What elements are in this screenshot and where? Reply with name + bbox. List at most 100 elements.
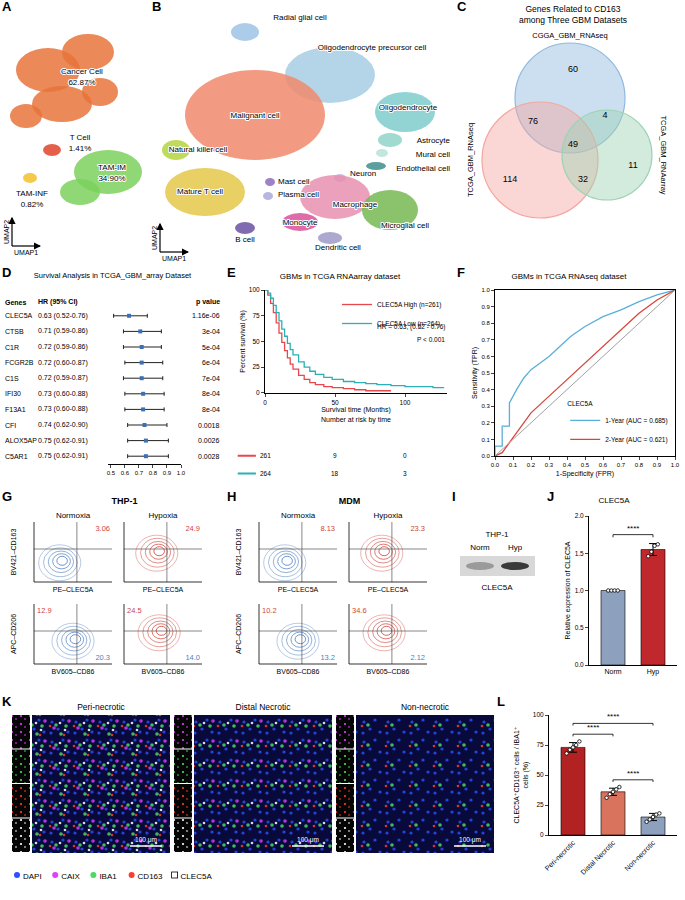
svg-text:among Three GBM Datasets: among Three GBM Datasets xyxy=(519,15,627,25)
svg-text:CLEC5A: CLEC5A xyxy=(5,312,33,319)
svg-text:0.7: 0.7 xyxy=(135,470,144,476)
svg-text:11: 11 xyxy=(628,160,637,170)
svg-text:CLEC5A Low (n=264): CLEC5A Low (n=264) xyxy=(377,320,440,328)
svg-text:UMAP1: UMAP1 xyxy=(14,249,38,256)
svg-text:IBA1: IBA1 xyxy=(99,872,117,881)
svg-text:IFI30: IFI30 xyxy=(5,390,21,397)
svg-text:2.12: 2.12 xyxy=(410,653,425,662)
svg-text:50: 50 xyxy=(252,338,260,345)
svg-text:APC–CD206: APC–CD206 xyxy=(10,614,17,654)
svg-text:BV605–CD86: BV605–CD86 xyxy=(142,668,185,675)
svg-text:1-Specificity (FPR): 1-Specificity (FPR) xyxy=(556,470,614,478)
svg-text:Oligodendrocyte: Oligodendrocyte xyxy=(379,103,438,112)
svg-text:Genes: Genes xyxy=(5,299,27,306)
svg-text:2-Year (AUC = 0.621): 2-Year (AUC = 0.621) xyxy=(605,436,667,444)
svg-text:ALOX5AP: ALOX5AP xyxy=(5,437,37,444)
svg-text:MDM: MDM xyxy=(339,496,361,506)
svg-text:24.5: 24.5 xyxy=(127,606,142,615)
svg-text:Dendritic cell: Dendritic cell xyxy=(315,243,361,252)
svg-text:14.0: 14.0 xyxy=(185,653,200,662)
svg-text:0.75 (0.62-0.91): 0.75 (0.62-0.91) xyxy=(38,437,88,445)
svg-text:0.8: 0.8 xyxy=(481,320,490,326)
svg-text:62.87%: 62.87% xyxy=(68,78,95,87)
svg-text:Survival time (Months): Survival time (Months) xyxy=(321,406,391,414)
svg-text:100: 100 xyxy=(533,711,544,718)
svg-text:0.9: 0.9 xyxy=(163,470,172,476)
svg-text:Astrocyte: Astrocyte xyxy=(417,136,451,145)
svg-text:Natural killer cell: Natural killer cell xyxy=(169,145,228,154)
svg-text:PE–CLEC5A: PE–CLEC5A xyxy=(278,586,319,593)
svg-text:0.75 (0.62-0.91): 0.75 (0.62-0.91) xyxy=(38,452,88,460)
svg-text:B cell: B cell xyxy=(235,235,255,244)
svg-text:****: **** xyxy=(607,712,619,721)
svg-text:C5AR1: C5AR1 xyxy=(5,453,28,460)
svg-text:0.6: 0.6 xyxy=(121,470,130,476)
svg-text:Malignant cell: Malignant cell xyxy=(231,111,280,120)
svg-text:34.6: 34.6 xyxy=(352,606,367,615)
svg-text:Mast cell: Mast cell xyxy=(278,177,310,186)
svg-text:20.3: 20.3 xyxy=(95,653,110,662)
svg-text:0.6: 0.6 xyxy=(481,354,490,360)
svg-text:Mature T cell: Mature T cell xyxy=(177,187,223,196)
svg-text:HR (95% CI): HR (95% CI) xyxy=(38,298,78,306)
svg-text:0.0018: 0.0018 xyxy=(198,422,220,429)
svg-text:0.8: 0.8 xyxy=(149,470,158,476)
svg-text:0.1: 0.1 xyxy=(509,462,518,468)
svg-text:Hypoxia: Hypoxia xyxy=(149,511,178,520)
svg-text:Peri-necrotic: Peri-necrotic xyxy=(543,839,576,872)
svg-text:TCGA_GBM_RNAarray: TCGA_GBM_RNAarray xyxy=(659,115,668,194)
svg-text:TCGA_GBM_RNAseq: TCGA_GBM_RNAseq xyxy=(466,123,475,197)
svg-text:0.4: 0.4 xyxy=(481,387,490,393)
svg-text:12.9: 12.9 xyxy=(37,606,52,615)
svg-text:114: 114 xyxy=(503,174,517,184)
svg-text:0.72 (0.60-0.87): 0.72 (0.60-0.87) xyxy=(38,359,88,367)
svg-text:Microglial cell: Microglial cell xyxy=(381,221,429,230)
svg-text:23.3: 23.3 xyxy=(410,524,425,533)
svg-text:BV605–CD86: BV605–CD86 xyxy=(367,668,410,675)
svg-text:1.41%: 1.41% xyxy=(69,144,92,153)
svg-text:UMAP2: UMAP2 xyxy=(3,220,10,244)
svg-text:3e-04: 3e-04 xyxy=(202,328,220,335)
svg-text:Cancer Cell: Cancer Cell xyxy=(61,67,103,76)
svg-text:1.5: 1.5 xyxy=(575,550,584,557)
svg-text:25: 25 xyxy=(252,363,260,370)
svg-text:Number at risk by time: Number at risk by time xyxy=(321,416,391,424)
svg-text:HR = 0.63, (0.52 - 0.76): HR = 0.63, (0.52 - 0.76) xyxy=(377,323,445,331)
svg-text:100 μm: 100 μm xyxy=(135,836,157,844)
svg-text:0.9: 0.9 xyxy=(481,304,490,310)
svg-text:Normoxia: Normoxia xyxy=(281,511,316,520)
svg-text:8e-04: 8e-04 xyxy=(202,406,220,413)
svg-text:2.0: 2.0 xyxy=(575,512,584,519)
svg-text:BV605–CD86: BV605–CD86 xyxy=(277,668,320,675)
svg-text:Norm: Norm xyxy=(470,543,490,552)
svg-text:FCGR2B: FCGR2B xyxy=(5,359,34,366)
svg-text:0.5: 0.5 xyxy=(581,462,590,468)
svg-text:0.4: 0.4 xyxy=(563,462,572,468)
svg-text:1.16e-06: 1.16e-06 xyxy=(192,312,220,319)
svg-text:7e-04: 7e-04 xyxy=(202,375,220,382)
svg-text:3.06: 3.06 xyxy=(95,524,110,533)
svg-text:75: 75 xyxy=(252,312,260,319)
svg-text:18: 18 xyxy=(331,470,339,477)
svg-text:0.0: 0.0 xyxy=(481,453,490,459)
svg-text:Endothelial cell: Endothelial cell xyxy=(396,164,450,173)
svg-text:Genes Related to CD163: Genes Related to CD163 xyxy=(526,4,621,14)
svg-text:Hyp: Hyp xyxy=(508,543,523,552)
svg-text:0.1: 0.1 xyxy=(481,437,490,443)
svg-text:25: 25 xyxy=(536,801,544,808)
svg-text:34.90%: 34.90% xyxy=(98,174,125,183)
svg-text:DAPI: DAPI xyxy=(23,872,42,881)
svg-text:BV421–CD163: BV421–CD163 xyxy=(10,529,17,576)
svg-text:76: 76 xyxy=(528,116,538,126)
svg-text:75: 75 xyxy=(536,741,544,748)
svg-text:100 μm: 100 μm xyxy=(297,836,319,844)
svg-text:0: 0 xyxy=(263,399,267,406)
svg-text:0.3: 0.3 xyxy=(545,462,554,468)
svg-text:Plasma cell: Plasma cell xyxy=(278,190,319,199)
svg-text:0.72 (0.59-0.87): 0.72 (0.59-0.87) xyxy=(38,374,88,382)
svg-text:Non-necrotic: Non-necrotic xyxy=(401,702,450,712)
svg-text:CGGA_GBM_RNAseq: CGGA_GBM_RNAseq xyxy=(532,31,607,40)
svg-text:0.2: 0.2 xyxy=(481,420,490,426)
svg-text:0.71 (0.59-0.86): 0.71 (0.59-0.86) xyxy=(38,327,88,335)
svg-text:GBMs in TCGA RNAseq dataset: GBMs in TCGA RNAseq dataset xyxy=(511,272,627,281)
